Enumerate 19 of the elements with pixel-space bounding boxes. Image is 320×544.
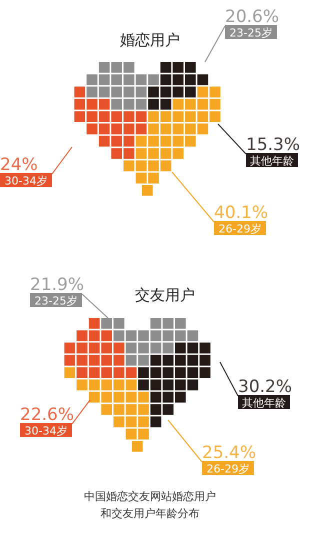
- data-label: 24%: [0, 155, 38, 175]
- data-label: 25.4%: [202, 443, 256, 463]
- data-label: 20.6%: [225, 7, 280, 27]
- data-label: 30.2%: [238, 377, 292, 397]
- category-label: 其他年龄: [242, 396, 286, 410]
- category-label: 23-25岁: [34, 294, 78, 308]
- category-label: 26-29岁: [218, 222, 262, 236]
- category-label: 30-34岁: [4, 174, 48, 188]
- text: 交友用户: [135, 286, 195, 304]
- category-label: 其他年龄: [250, 154, 294, 168]
- data-label: 22.6%: [20, 405, 74, 425]
- text: 中国婚恋交友网站婚恋用户和交友用户年龄分布: [84, 490, 216, 520]
- data-label: 40.1%: [214, 203, 268, 223]
- data-label: 15.3%: [246, 135, 300, 155]
- category-label: 26-29岁: [206, 462, 250, 476]
- text: 婚恋用户: [120, 31, 180, 49]
- category-label: 30-34岁: [24, 424, 68, 438]
- data-label: 21.9%: [30, 275, 84, 295]
- category-label: 23-25岁: [230, 26, 272, 40]
